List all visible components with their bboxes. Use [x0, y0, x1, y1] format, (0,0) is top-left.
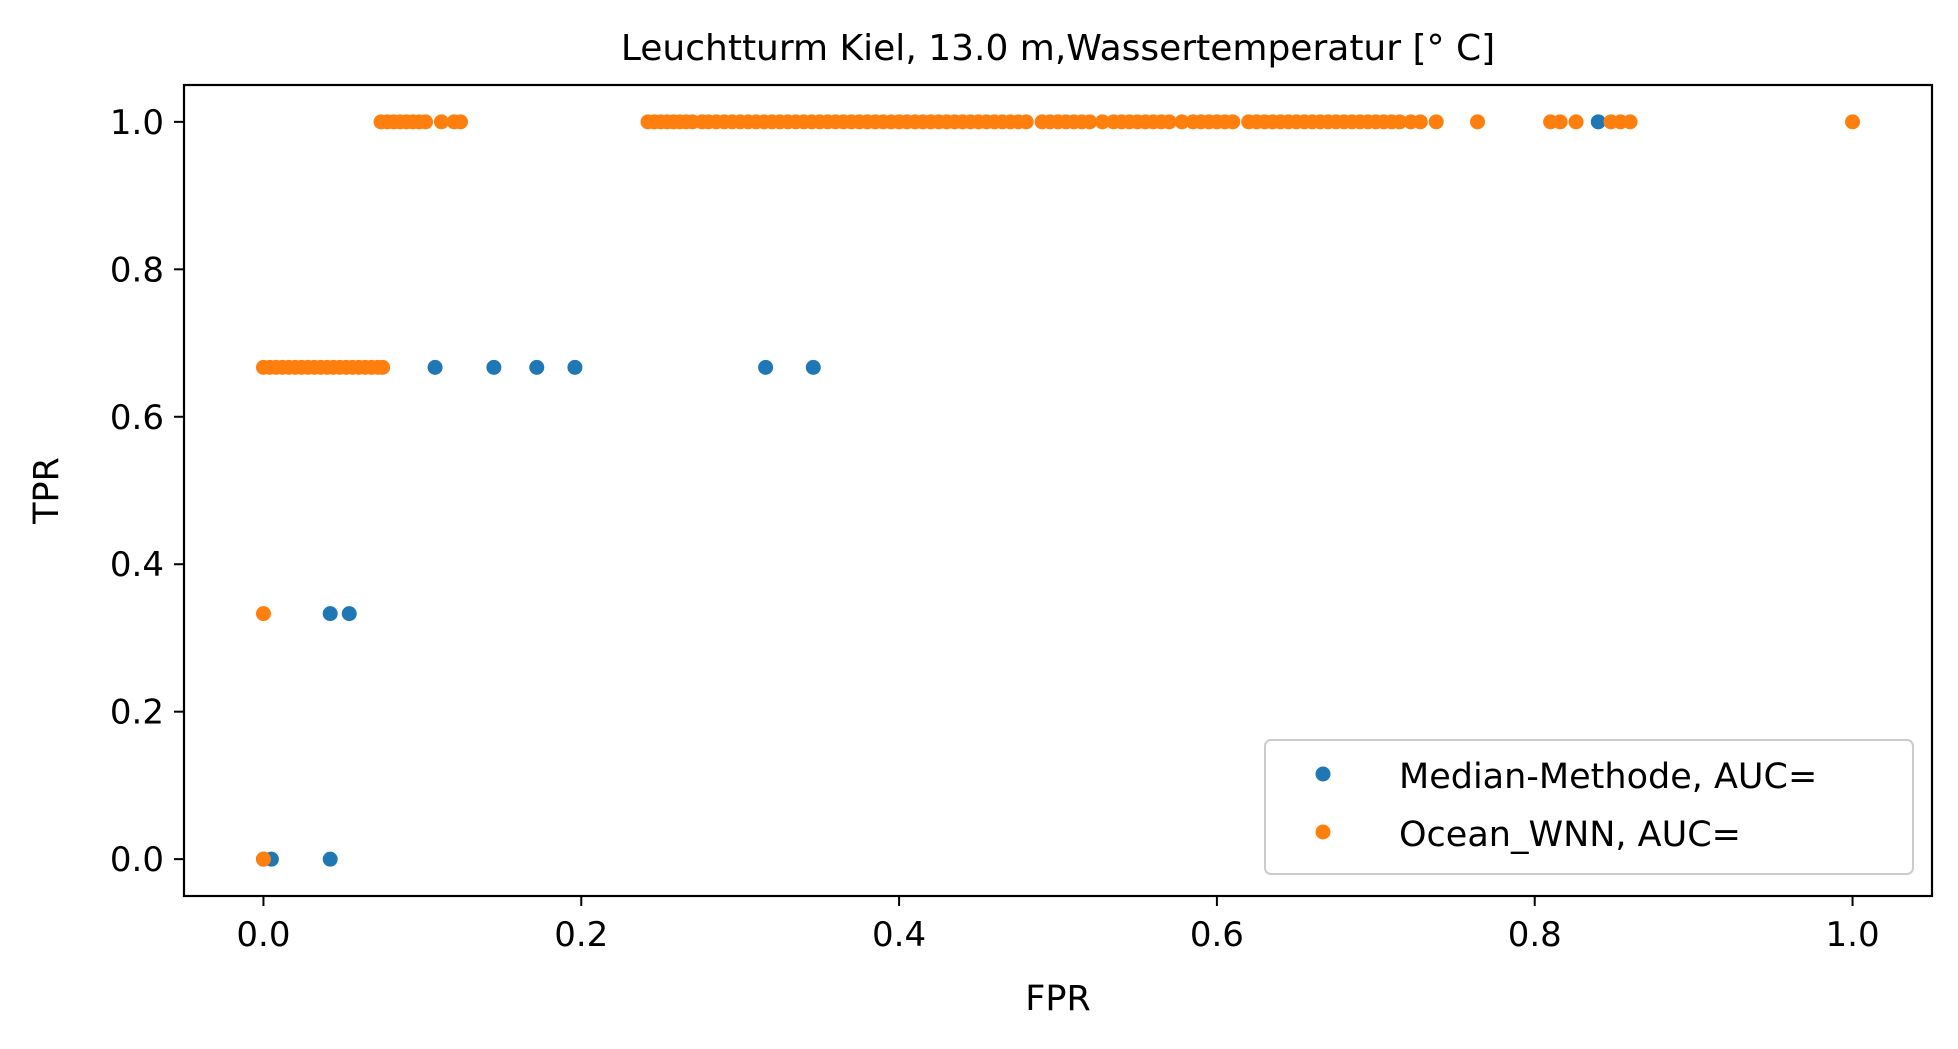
x-tick-label: 0.0 [236, 915, 290, 955]
y-tick-label: 0.0 [110, 840, 164, 880]
y-tick-label: 0.4 [110, 545, 164, 585]
data-point [1428, 114, 1444, 130]
data-point [453, 114, 469, 130]
data-point [1225, 114, 1241, 130]
data-point [1174, 114, 1190, 130]
data-point [322, 851, 338, 867]
x-tick-label: 0.4 [872, 915, 926, 955]
series-ocean-wnn [255, 114, 1861, 867]
x-tick-label: 1.0 [1826, 915, 1880, 955]
data-point [1622, 114, 1638, 130]
y-tick-label: 0.2 [110, 693, 164, 733]
data-point [1094, 114, 1110, 130]
y-tick-label: 1.0 [110, 103, 164, 143]
data-point [1082, 114, 1098, 130]
data-point [758, 359, 774, 375]
data-point [567, 359, 583, 375]
y-tick-label: 0.6 [110, 398, 164, 438]
y-axis-title: TPR [27, 457, 67, 525]
data-point [1552, 114, 1568, 130]
data-point [805, 359, 821, 375]
x-axis-title: FPR [1025, 979, 1091, 1019]
chart-title: Leuchtturm Kiel, 13.0 m,Wassertemperatur… [621, 28, 1495, 69]
data-point [255, 606, 271, 622]
data-point [1568, 114, 1584, 130]
x-axis: 0.0 0.2 0.4 0.6 0.8 1.0 [236, 896, 1880, 955]
series-median-methode [255, 114, 1606, 867]
legend: Median-Methode, AUC= Ocean_WNN, AUC= [1264, 739, 1914, 875]
data-point [433, 114, 449, 130]
legend-marker [1315, 824, 1331, 840]
legend-label: Ocean_WNN, AUC= [1399, 815, 1741, 855]
axes-frame [182, 83, 1934, 898]
data-point [418, 114, 434, 130]
data-point [375, 359, 391, 375]
data-point [1018, 114, 1034, 130]
data-point [1845, 114, 1861, 130]
data-point [1590, 114, 1606, 130]
y-axis: 0.0 0.2 0.4 0.6 0.8 1.0 [110, 103, 184, 880]
data-point [486, 359, 502, 375]
legend-marker [1315, 766, 1331, 782]
data-point [1161, 114, 1177, 130]
legend-box [1264, 739, 1914, 875]
plot-area [182, 83, 1934, 898]
x-tick-label: 0.6 [1190, 915, 1244, 955]
data-point [341, 606, 357, 622]
data-point [322, 606, 338, 622]
data-point [255, 851, 271, 867]
data-point [1392, 114, 1408, 130]
data-point [1412, 114, 1428, 130]
data-point [1470, 114, 1486, 130]
y-tick-label: 0.8 [110, 250, 164, 290]
x-tick-label: 0.2 [554, 915, 608, 955]
legend-label: Median-Methode, AUC= [1399, 757, 1817, 797]
data-point [529, 359, 545, 375]
data-point [427, 359, 443, 375]
x-tick-label: 0.8 [1508, 915, 1562, 955]
